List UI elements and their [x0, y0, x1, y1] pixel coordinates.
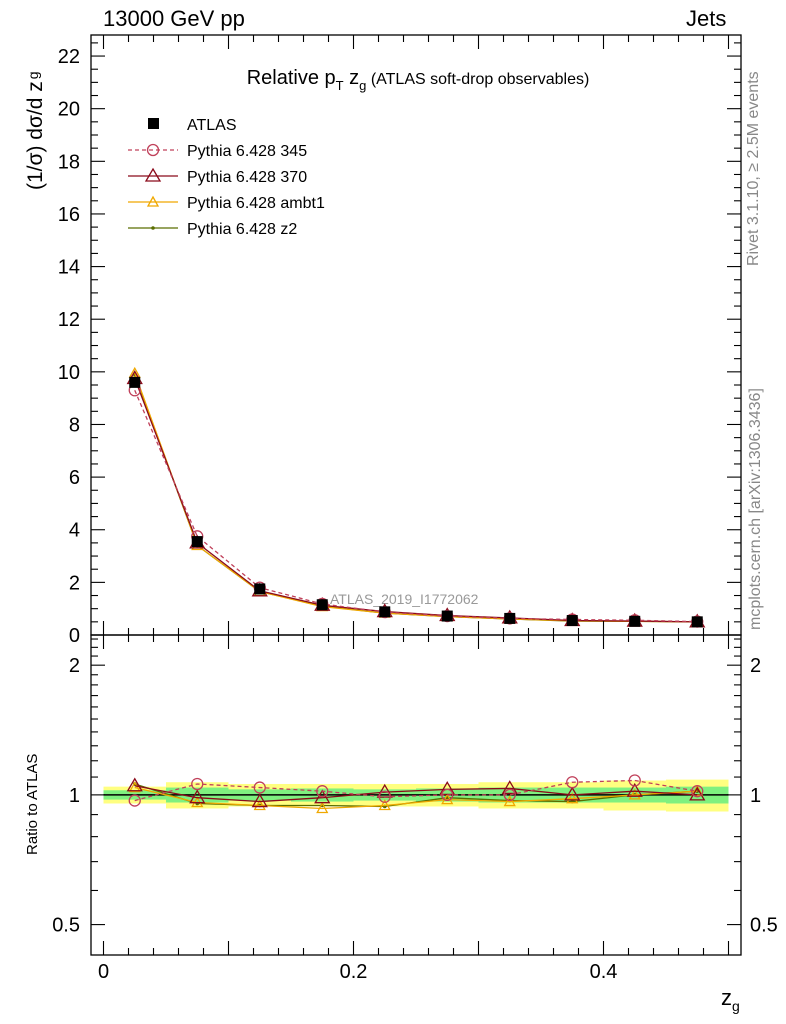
ratio-xlabel: zg — [721, 985, 740, 1014]
series-pythia-6-428-370 — [126, 777, 706, 808]
legend-label-atlas: ATLAS — [187, 117, 237, 134]
legend-label-ambt1: Pythia 6.428 ambt1 — [187, 195, 325, 212]
tick-label: 12 — [58, 309, 80, 331]
tick-label: 1 — [750, 785, 761, 807]
series-pythia-6-428-z2 — [132, 372, 700, 624]
legend-label-370: Pythia 6.428 370 — [187, 169, 307, 186]
data-point-pythia-6-428-370 — [251, 793, 268, 808]
legend-entry-z2: Pythia 6.428 z2 — [128, 221, 297, 238]
data-point-pythia-6-428-ambt1 — [316, 802, 329, 814]
tick-label: 0 — [98, 961, 109, 983]
legend-label-345: Pythia 6.428 345 — [187, 143, 307, 160]
series-pythia-6-428-370 — [126, 370, 706, 628]
tick-label: 0.4 — [590, 961, 618, 983]
data-point-pythia-6-428-ambt1 — [628, 788, 641, 800]
data-point-pythia-6-428-345 — [191, 777, 204, 791]
data-point-pythia-6-428-345 — [503, 788, 516, 802]
data-point-pythia-6-428-370 — [314, 789, 331, 804]
tick-label: 8 — [69, 414, 80, 436]
data-point-pythia-6-428-370 — [626, 782, 643, 797]
series-pythia-6-428-345 — [128, 774, 704, 807]
data-point-atlas — [129, 376, 141, 388]
data-point-atlas — [566, 615, 578, 627]
tick-label: 4 — [69, 520, 80, 542]
data-point-atlas — [316, 599, 328, 611]
legend: ATLAS Pythia 6.428 345 Pythia 6.428 370 … — [128, 117, 325, 238]
series-line-pythia-6-428-ambt1 — [134, 786, 698, 810]
tick-label: 1 — [69, 785, 80, 807]
data-point-pythia-6-428-370 — [126, 777, 143, 792]
data-point-atlas — [191, 536, 203, 548]
series-line-pythia-6-428-345 — [134, 779, 698, 802]
data-point-pythia-6-428-370 — [689, 786, 706, 801]
tick-label: 6 — [69, 467, 80, 489]
series-atlas — [129, 376, 703, 628]
data-point-pythia-6-428-ambt1 — [503, 795, 516, 807]
tick-label: 20 — [58, 99, 80, 121]
legend-label-z2: Pythia 6.428 z2 — [187, 221, 297, 238]
data-point-pythia-6-428-ambt1 — [691, 784, 704, 796]
tick-label: 2 — [750, 655, 761, 677]
main-ylabel: (1/σ) dσ/d zg — [24, 71, 47, 190]
data-point-pythia-6-428-345 — [316, 785, 329, 798]
tick-label: 2 — [69, 572, 80, 594]
data-point-pythia-6-428-ambt1 — [378, 799, 391, 811]
tick-label: 22 — [58, 46, 80, 68]
tick-label: 0.5 — [52, 915, 80, 937]
tick-label: 0.2 — [340, 961, 368, 983]
series-pythia-6-428-ambt1 — [128, 781, 704, 814]
legend-entry-atlas: ATLAS — [148, 117, 237, 134]
data-point-pythia-6-428-345 — [128, 794, 141, 807]
data-point-pythia-6-428-ambt1 — [128, 781, 141, 793]
data-point-atlas — [254, 583, 266, 595]
data-point-pythia-6-428-ambt1 — [191, 796, 204, 808]
data-point-pythia-6-428-370 — [189, 789, 206, 804]
data-point-atlas — [629, 615, 641, 627]
data-point-pythia-6-428-370 — [564, 786, 581, 801]
series-pythia-6-428-ambt1 — [128, 366, 704, 627]
legend-entry-370: Pythia 6.428 370 — [128, 167, 307, 186]
tick-label: 16 — [58, 204, 80, 226]
tick-label: 0 — [69, 625, 80, 647]
series-line-pythia-6-428-370 — [134, 378, 698, 623]
tick-label: 10 — [58, 362, 80, 384]
data-point-pythia-6-428-345 — [691, 785, 704, 798]
data-point-pythia-6-428-345 — [378, 790, 391, 803]
header-left: 13000 GeV pp — [103, 6, 245, 31]
data-point-atlas — [691, 616, 703, 628]
data-point-pythia-6-428-370 — [501, 780, 518, 795]
data-point-atlas — [504, 612, 516, 624]
legend-entry-ambt1: Pythia 6.428 ambt1 — [128, 195, 325, 212]
series-line-pythia-6-428-370 — [134, 785, 698, 803]
data-point-atlas — [379, 606, 391, 618]
data-point-pythia-6-428-ambt1 — [253, 799, 266, 811]
data-point-pythia-6-428-ambt1 — [566, 792, 579, 804]
series-line-pythia-6-428-345 — [134, 390, 698, 623]
main-title: Relative pT zg (ATLAS soft-drop observab… — [247, 67, 590, 93]
data-point-pythia-6-428-345 — [628, 774, 641, 787]
data-point-pythia-6-428-345 — [441, 788, 454, 802]
legend-entry-345: Pythia 6.428 345 — [128, 143, 307, 160]
data-point-pythia-6-428-345 — [253, 781, 266, 794]
ratio-ylabel: Ratio to ATLAS — [24, 754, 41, 855]
analysis-watermark: ATLAS_2019_I1772062 — [330, 591, 479, 607]
tick-label: 14 — [58, 257, 80, 279]
data-point-pythia-6-428-345 — [566, 776, 579, 789]
data-point-atlas — [441, 610, 453, 622]
series-line-pythia-6-428-ambt1 — [134, 372, 698, 623]
header-right: Jets — [686, 6, 727, 31]
tick-label: 18 — [58, 151, 80, 173]
tick-label: 2 — [69, 655, 80, 677]
series-line-pythia-6-428-z2 — [134, 374, 698, 623]
tick-label: 0.5 — [750, 915, 778, 937]
